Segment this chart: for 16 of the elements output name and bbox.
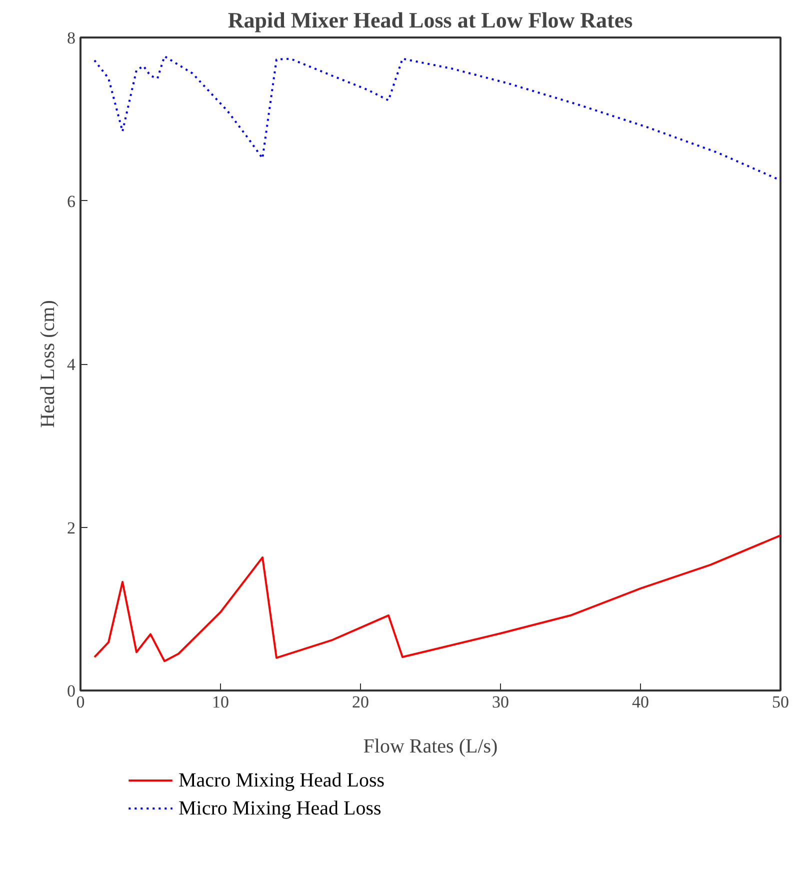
- y-tick-label: 4: [67, 355, 76, 374]
- y-tick-label: 2: [67, 518, 76, 538]
- y-tick-label: 6: [67, 192, 76, 211]
- x-axis-title: Flow Rates (L/s): [363, 736, 498, 758]
- x-tick-label: 20: [352, 692, 369, 712]
- x-tick-label: 30: [492, 692, 509, 712]
- x-tick-label: 40: [632, 692, 649, 712]
- line-series: [94, 534, 780, 662]
- x-tick-label: 50: [772, 692, 789, 712]
- chart-title: Rapid Mixer Head Loss at Low Flow Rates: [228, 8, 634, 32]
- y-axis-title: Head Loss (cm): [37, 300, 59, 428]
- legend-label: Micro Mixing Head Loss: [178, 798, 382, 820]
- y-tick-label: 8: [67, 28, 76, 48]
- line-series: [94, 55, 780, 182]
- legend-label: Macro Mixing Head Loss: [178, 770, 385, 792]
- x-tick-label: 10: [212, 692, 229, 712]
